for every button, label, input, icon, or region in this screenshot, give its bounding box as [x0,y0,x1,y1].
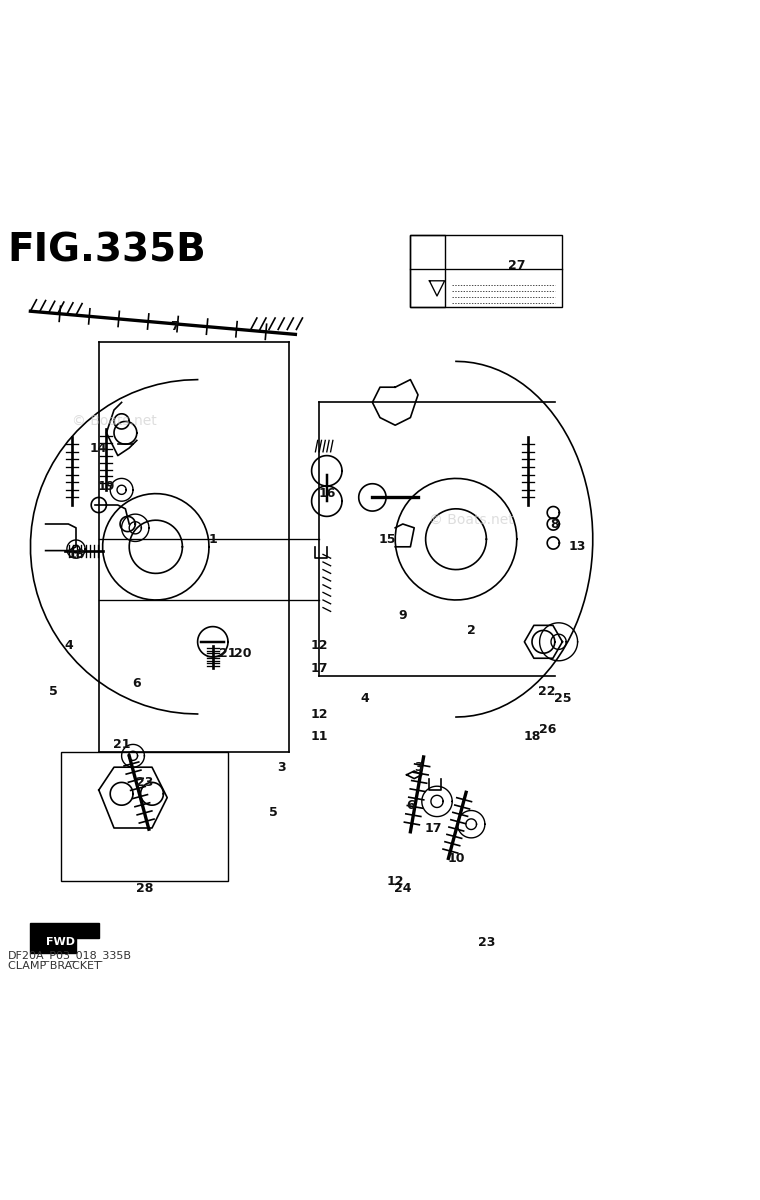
Text: 15: 15 [378,533,397,546]
Text: 6: 6 [406,799,415,811]
Text: 28: 28 [136,882,153,895]
Text: 3: 3 [277,761,286,774]
Text: 7: 7 [170,320,179,332]
Text: 20: 20 [234,647,252,660]
Text: 17: 17 [310,662,328,674]
Polygon shape [30,923,99,953]
Text: 5: 5 [269,806,278,820]
Text: 16: 16 [318,487,335,500]
Text: 10: 10 [447,852,465,865]
Text: 4: 4 [360,692,369,706]
Text: 22: 22 [538,685,556,697]
Text: 23: 23 [478,936,495,948]
Text: 21: 21 [219,647,237,660]
Text: 8: 8 [550,517,559,530]
Text: 2: 2 [467,624,476,637]
Text: 18: 18 [68,548,84,560]
Text: © Boats.net: © Boats.net [429,514,514,527]
Text: 12: 12 [310,640,328,652]
Text: 5: 5 [49,685,58,697]
Text: FIG.335B: FIG.335B [8,232,207,269]
Text: 11: 11 [310,731,328,743]
Text: 14: 14 [90,442,108,455]
Text: 23: 23 [136,776,153,788]
Text: 21: 21 [112,738,131,751]
Text: 9: 9 [398,608,407,622]
Text: 19: 19 [98,480,115,492]
Text: FWD: FWD [46,937,74,947]
Text: 25: 25 [553,692,572,706]
Text: 26: 26 [539,722,556,736]
Text: © Boats.net: © Boats.net [71,414,157,428]
Text: 1: 1 [208,533,217,546]
Text: 4: 4 [64,640,73,652]
Text: 3: 3 [413,761,423,774]
Text: 27: 27 [508,259,526,272]
Text: 12: 12 [310,708,328,720]
Text: 17: 17 [424,822,442,834]
Text: 13: 13 [569,540,586,553]
Text: 12: 12 [386,875,404,888]
Text: CLAMP BRACKET: CLAMP BRACKET [8,961,100,971]
Text: 18: 18 [524,731,540,743]
Text: 6: 6 [132,677,141,690]
Text: DF20A_P03_018_335B: DF20A_P03_018_335B [8,950,131,961]
Text: 24: 24 [394,882,412,895]
